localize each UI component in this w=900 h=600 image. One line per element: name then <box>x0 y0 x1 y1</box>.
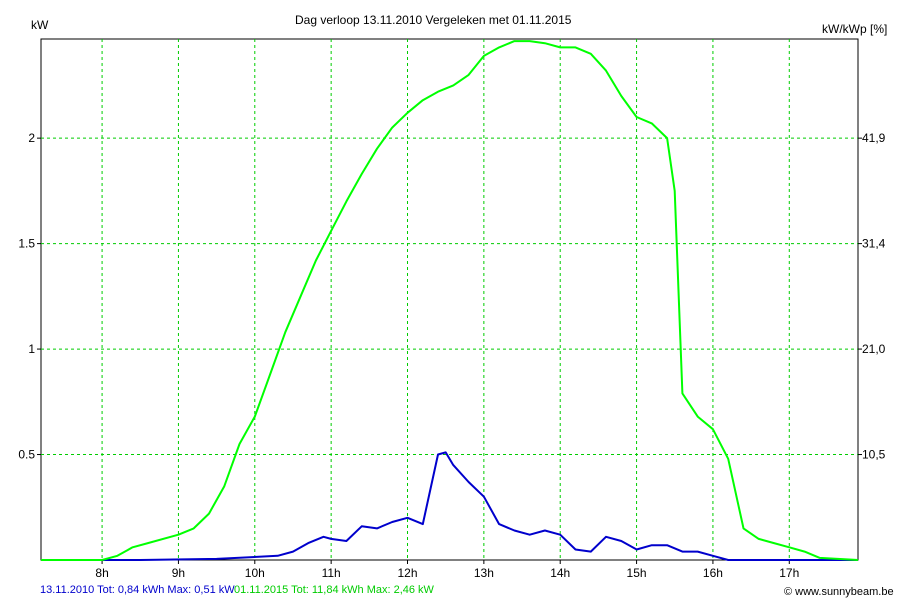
x-tick-label: 8h <box>95 566 108 580</box>
x-tick-label: 16h <box>703 566 723 580</box>
y-tick-label-right: 41,9 <box>862 131 886 145</box>
x-tick-label: 17h <box>779 566 799 580</box>
x-tick-label: 9h <box>172 566 185 580</box>
legend-series-2010: 13.11.2010 Tot: 0,84 kWh Max: 0,51 kW <box>40 584 235 596</box>
credit-text: © www.sunnybeam.be <box>784 586 894 598</box>
legend-series-2015: 01.11.2015 Tot: 11,84 kWh Max: 2,46 kW <box>234 584 434 596</box>
x-tick-label: 13h <box>474 566 494 580</box>
y-tick-label-left: 0.5 <box>18 448 35 462</box>
x-tick-label: 11h <box>322 566 341 580</box>
plot-frame <box>41 39 858 560</box>
y-tick-label-right: 21,0 <box>862 342 886 356</box>
y-tick-label-left: 2 <box>28 131 35 145</box>
y-tick-label-left: 1 <box>28 342 35 356</box>
x-tick-label: 14h <box>550 566 570 580</box>
y-tick-label-right: 10,5 <box>862 448 886 462</box>
y-tick-label-left: 1.5 <box>18 237 35 251</box>
x-tick-label: 12h <box>397 566 417 580</box>
y-tick-label-right: 31,4 <box>862 237 886 251</box>
x-tick-label: 15h <box>627 566 647 580</box>
x-tick-label: 10h <box>245 566 265 580</box>
